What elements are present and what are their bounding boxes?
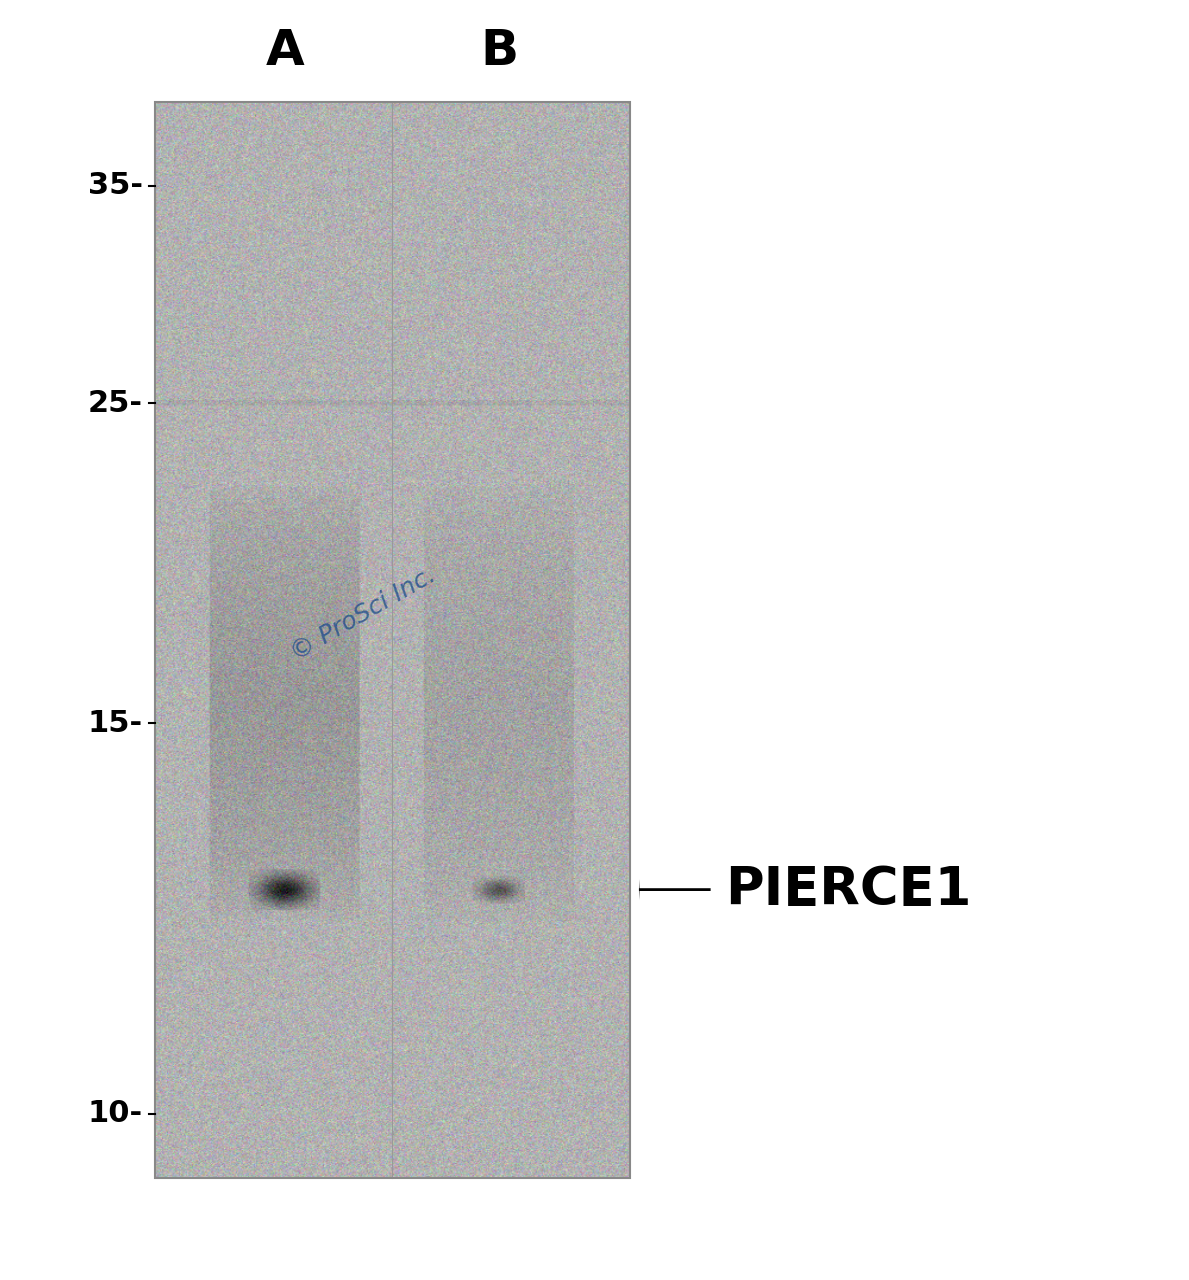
Bar	[155, 102, 630, 1178]
Text: B: B	[480, 27, 518, 76]
Text: PIERCE1: PIERCE1	[725, 864, 971, 915]
Text: 10-: 10-	[88, 1100, 143, 1128]
Text: A: A	[266, 27, 304, 76]
Text: 25-: 25-	[88, 389, 143, 417]
Text: © ProSci Inc.: © ProSci Inc.	[287, 563, 439, 666]
Text: 15-: 15-	[88, 709, 143, 737]
Text: 35-: 35-	[88, 172, 143, 200]
